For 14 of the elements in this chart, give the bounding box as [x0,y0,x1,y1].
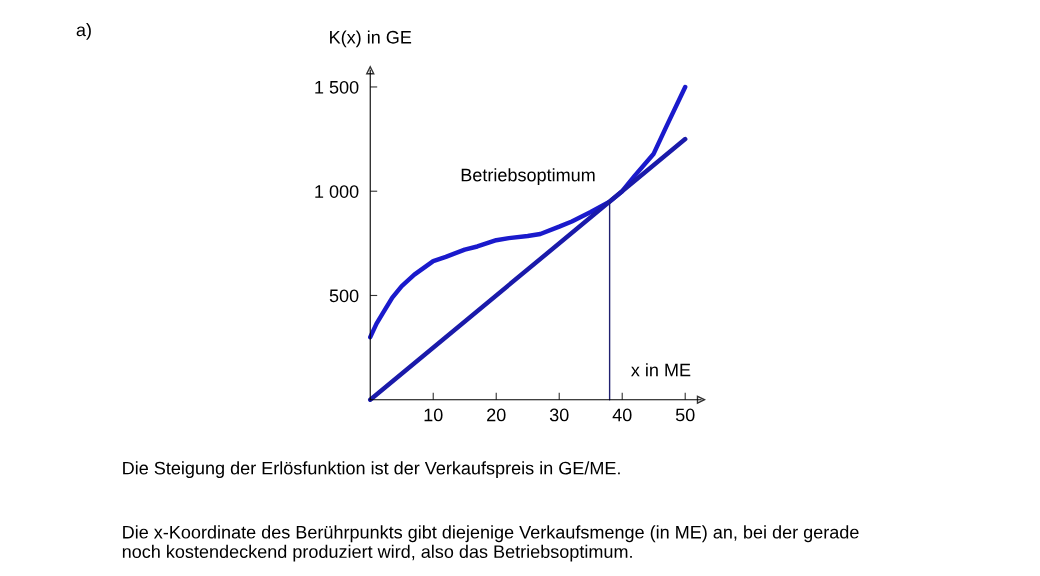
y-tick-label: 1 500 [315,80,359,94]
text: Die x-Koordinate des Berührpunkts gibt diejenige Verkaufsmenge (in ME) an, bei der gerade noch kostendeckend produziert wird, also das Betriebsoptimum. [122,525,859,562]
text: Die Steigung der Erlösfunktion ist der Verkaufspreis in GE/ME. [123,461,620,479]
y-axis-title: K(x) in GE [330,30,412,48]
y-tick-label: 1 000 [315,185,359,198]
x-tick-label: 20 [487,408,506,422]
x-tick-label: 10 [424,408,443,422]
annotation: Betriebsoptimum [461,168,595,185]
x-tick-label: 50 [675,408,695,422]
x-tick-label: 30 [549,408,569,422]
x-axis-title: x in ME [631,363,691,377]
x-tick-label: 40 [612,408,632,422]
y-tick-label: 500 [329,289,359,303]
text: a) [76,23,91,40]
